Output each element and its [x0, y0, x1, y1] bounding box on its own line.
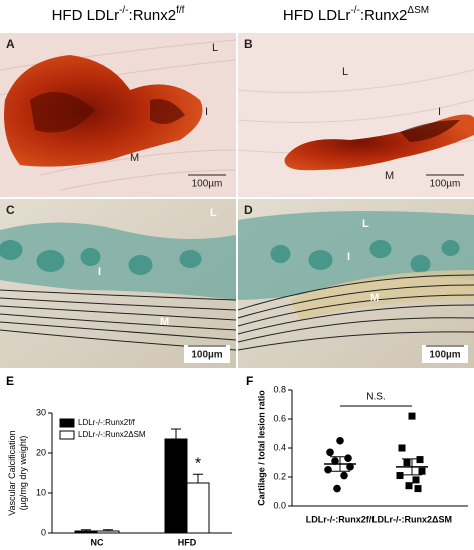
scale-box	[422, 345, 468, 363]
error-bar	[103, 529, 113, 531]
error-bar	[402, 458, 422, 476]
title-part: :Runx2	[360, 7, 408, 24]
data-point	[398, 444, 406, 452]
panel-letter: D	[244, 203, 253, 217]
legend-label: LDLr-/-:Runx2ΔSM	[78, 430, 146, 439]
panel-letter: F	[246, 374, 253, 388]
superscript: ΔSM	[407, 5, 429, 16]
bar	[96, 530, 120, 534]
y-axis-label: Vascular Calcification(µg/mg dry weight)	[7, 430, 28, 515]
data-point	[336, 436, 344, 445]
micrograph-b	[237, 33, 474, 197]
region-label: M	[385, 170, 394, 182]
x-tick-label: LDLr-/-:Runx2ΔSM	[372, 514, 452, 524]
micrograph-d	[237, 199, 474, 368]
y-axis-label-line: Vascular Calcification	[7, 430, 17, 515]
x-tick-label: HFD	[178, 537, 197, 547]
superscript: -/-	[119, 5, 128, 16]
region-label: M	[130, 152, 139, 164]
legend-label: LDLr-/-:Runx2f/f	[78, 418, 136, 427]
y-tick-label: 0.8	[273, 384, 286, 394]
data-point	[396, 472, 404, 480]
error-bar	[330, 456, 350, 472]
region-label: L	[212, 42, 218, 54]
y-tick-label: 0.2	[273, 471, 286, 481]
panel-letter: C	[6, 203, 15, 217]
data-point	[333, 484, 341, 493]
data-point	[326, 448, 334, 457]
bar	[186, 482, 210, 534]
error-bar	[81, 529, 91, 531]
title-part: HFD LDLr	[52, 7, 120, 24]
x-tick-label: NC	[91, 537, 104, 547]
data-point	[324, 465, 332, 474]
legend-swatch	[59, 418, 75, 428]
data-point	[346, 463, 354, 471]
region-label: I	[98, 266, 101, 278]
region-label: L	[362, 218, 369, 230]
data-point	[418, 467, 426, 475]
significance: *	[195, 455, 201, 472]
data-point	[416, 456, 424, 464]
error-bar	[193, 473, 203, 483]
data-point	[331, 457, 339, 465]
region-label: I	[347, 251, 350, 263]
region-label: M	[160, 316, 169, 328]
error-bar	[171, 428, 181, 439]
title-part: :Runx2	[129, 7, 177, 24]
scale-label: 100µm	[429, 350, 460, 361]
panel-letter: E	[6, 374, 14, 388]
y-tick-label: 0.0	[273, 500, 286, 510]
data-point	[344, 454, 352, 462]
scale-label: 100µm	[430, 179, 461, 190]
region-label: I	[438, 106, 441, 118]
micrograph-c	[0, 199, 237, 368]
column-title: HFD LDLr-/-:Runx2f/f	[52, 5, 185, 24]
y-tick-label: 0.6	[273, 413, 286, 423]
data-point	[408, 412, 416, 420]
panel-letter: A	[6, 37, 15, 51]
superscript: f/f	[176, 5, 185, 16]
panel-letter: B	[244, 37, 253, 51]
data-point	[414, 485, 422, 493]
region-label: I	[205, 106, 208, 118]
legend-swatch	[59, 430, 75, 440]
data-point	[405, 482, 413, 490]
significance: N.S.	[366, 392, 385, 403]
bar	[164, 438, 188, 534]
scale-box	[184, 345, 230, 363]
data-point	[403, 459, 411, 466]
y-axis-label: Cartilage / total lesion ratio	[256, 390, 266, 506]
y-tick-label: 20	[36, 447, 46, 457]
y-tick-label: 0	[41, 527, 46, 537]
y-tick-label: 10	[36, 487, 46, 497]
y-axis-label-line: (µg/mg dry weight)	[18, 436, 28, 511]
y-tick-label: 30	[36, 407, 46, 417]
region-label: M	[370, 292, 379, 304]
y-tick-label: 0.4	[273, 442, 286, 452]
x-tick-label: LDLr-/-:Runx2f/f	[306, 514, 375, 524]
scale-label: 100µm	[191, 350, 222, 361]
scale-label: 100µm	[192, 179, 223, 190]
micrograph-a	[0, 33, 237, 197]
column-title: HFD LDLr-/-:Runx2ΔSM	[283, 5, 429, 24]
region-label: L	[210, 207, 217, 219]
title-part: HFD LDLr	[283, 7, 351, 24]
region-label: L	[342, 66, 348, 78]
superscript: -/-	[350, 5, 359, 16]
data-point	[340, 471, 348, 480]
data-point	[412, 476, 420, 484]
bar	[74, 530, 98, 534]
